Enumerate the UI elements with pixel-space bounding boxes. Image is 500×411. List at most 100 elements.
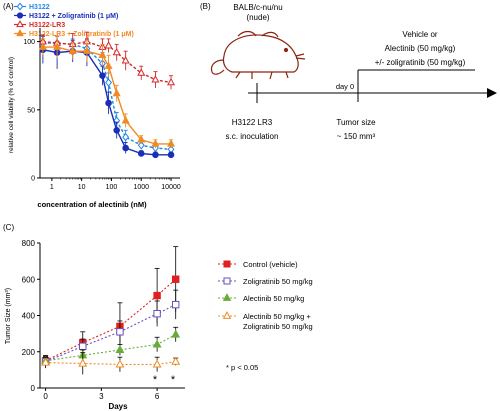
tumor-size-line-2: ~ 150 mm³ [337,132,376,141]
data-point-a-1 [113,126,120,134]
data-point-c-2 [171,329,181,338]
data-point-c-2 [152,339,162,348]
panel-c-y-tick-label: 600 [22,275,36,284]
legend-c-marker-2 [222,293,232,301]
legend-a-label-3: H3122-LR3 + Zoligratinib (1 μM) [29,31,134,38]
legend-a-marker-1 [16,12,24,19]
data-point-c-0 [153,291,161,300]
data-point-a-0 [105,78,113,87]
panel-b-label: (B) [200,2,211,11]
panel-c-y-tick-label: 0 [31,384,36,393]
legend-a-marker-3 [16,29,24,37]
panel-a-legend: H3122 H3122 + Zoligratinib (1 μM) H3122-LR… [14,2,134,38]
series-line-c-2 [45,334,176,362]
data-point-c-0 [172,275,180,283]
panel-c-y-tick-label: 400 [22,312,36,321]
inoculation-line-1: H3122 LR3 [232,118,273,127]
data-point-a-2 [166,77,176,86]
panel-a-x-tick-label: 1000 [133,184,149,191]
mouse-illustration [210,30,306,80]
legend-c-marker-0 [223,260,231,268]
panel-a-y-tick-label: 0 [31,176,35,183]
data-point-a-3 [82,46,91,54]
data-point-a-1 [167,151,175,159]
panel-c-label: (C) [3,223,14,232]
data-point-a-1 [105,99,112,107]
legend-a-label-2: H3122-LR3 [29,22,65,29]
data-point-a-3 [98,50,107,59]
data-point-a-1 [122,144,129,152]
panel-a-plot [38,31,176,159]
panel-a-y-tick-label: 50 [27,107,35,114]
data-point-a-0 [122,132,130,142]
panel-a-label: (A) [3,2,14,11]
series-line-c-0 [45,278,177,362]
panel-a-x-tick-label: 100 [106,184,118,191]
panel-c-x-axis-label: Days [108,402,128,411]
data-point-a-2 [112,47,121,56]
data-point-a-3 [53,42,62,50]
panel-a-x-tick-label: 10 [78,184,86,191]
legend-c-label-3: Alectinib 50 mg/kg + [243,312,311,321]
data-point-c-1 [79,342,87,351]
panel-c-plot [41,246,181,375]
legend-a-label-0: H3122 [29,4,50,11]
panel-c-y-tick-label: 800 [22,239,36,248]
data-point-a-2 [151,75,160,83]
significance-note: * p < 0.05 [226,363,258,372]
data-point-a-3 [112,88,121,97]
data-point-c-1 [172,300,180,309]
data-point-a-3 [166,139,176,147]
data-point-c-3 [78,358,88,367]
timeline-arrowhead [487,88,497,98]
data-point-a-3 [68,46,77,54]
data-point-a-3 [121,116,130,124]
data-point-a-3 [137,135,146,143]
data-point-a-1 [99,72,106,80]
inoculation-line-2: s.c. inoculation [226,132,279,141]
data-point-a-2 [104,41,113,49]
panel-a-y-axis-label: relative cell viability (% of control) [8,57,15,153]
data-point-a-2 [121,56,130,64]
significance-star-day6: * [153,374,158,386]
legend-a-marker-2 [16,20,24,28]
data-point-a-1 [152,151,159,159]
data-point-a-3 [151,139,160,147]
panel-c-y-tick-label: 200 [22,348,36,357]
data-point-c-3 [115,359,125,368]
data-point-c-1 [153,309,161,318]
panel-c-x-tick-label: 3 [99,392,104,401]
panel-a-y-tick-label: 100 [23,39,35,46]
data-point-c-3 [41,357,51,366]
treatment-line-3: +/- zoligratinib (50 mg/kg) [375,58,466,67]
legend-c-label-3-line2: Zoligratinib 50 mg/kg [243,322,313,331]
legend-a-label-1: H3122 + Zoligratinib (1 μM) [29,13,118,20]
data-point-c-3 [152,359,162,368]
legend-a-marker-0 [16,2,24,11]
legend-c-marker-3 [222,311,232,319]
panel-a-ticks: 1 10 100 1000 10000 0 50 100 [23,39,181,191]
data-point-c-1 [116,328,124,336]
panel-c-legend: Control (vehicle)Zoligratinib 50 mg/kgAl… [218,260,313,331]
panel-c-x-tick-label: 0 [43,392,48,401]
panel-a-x-tick-label: 10000 [161,184,181,191]
mouse-type-label: (nude) [246,13,269,22]
significance-star-day7: * [171,374,176,386]
day-0-label: day 0 [336,82,354,91]
data-point-a-3 [38,42,47,50]
legend-c-marker-1 [223,277,231,285]
legend-c-label-2: Alectinib 50 mg/kg [243,294,304,303]
data-point-c-3 [171,356,181,365]
panel-c-y-axis-label: Tumor Size (mm³) [5,288,12,344]
treatment-line-2: Alectinib (50 mg/kg) [385,44,456,53]
mouse-strain-label: BALB/c-nu/nu [233,3,282,12]
panel-a-x-tick-label: 1 [50,184,54,191]
data-point-a-0 [137,141,145,150]
panel-a-x-axis-label: concentration of alectinib (nM) [37,200,147,209]
treatment-line-1: Vehicle or [402,30,437,39]
data-point-a-3 [104,61,113,69]
tumor-size-line-1: Tumor size [336,118,376,127]
panel-c-x-tick-label: 6 [155,392,160,401]
data-point-c-2 [115,344,125,353]
